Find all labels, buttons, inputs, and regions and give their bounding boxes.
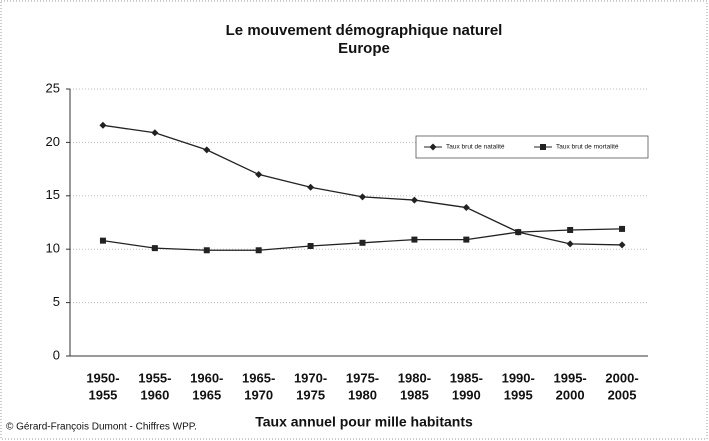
marker — [359, 239, 366, 246]
y-tick-label: 15 — [46, 187, 60, 202]
y-tick-label: 25 — [46, 80, 60, 95]
marker — [151, 129, 159, 137]
x-tick-label: 1970 — [244, 387, 273, 402]
legend-label: Taux brut de natalité — [446, 144, 505, 151]
marker — [411, 236, 418, 243]
marker — [307, 183, 315, 191]
x-tick-label: 1970- — [294, 370, 327, 385]
x-tick-label: 1980- — [398, 370, 431, 385]
x-tick-label: 1995 — [504, 387, 533, 402]
chart-subtitle: Europe — [338, 40, 390, 57]
marker — [463, 236, 470, 243]
x-tick-label: 2000- — [605, 370, 638, 385]
source: © Gérard-François Dumont - Chiffres WPP. — [6, 422, 197, 433]
y-tick-label: 0 — [53, 347, 60, 362]
x-axis-label: Taux annuel pour mille habitants — [255, 414, 473, 430]
marker — [618, 241, 626, 249]
marker — [203, 146, 211, 154]
y-tick-label: 10 — [46, 241, 60, 256]
x-tick-label: 1955- — [138, 370, 171, 385]
marker — [151, 245, 158, 252]
x-tick-label: 1955 — [88, 387, 117, 402]
x-tick-label: 2000 — [556, 387, 585, 402]
x-tick-label: 1990 — [452, 387, 481, 402]
y-tick-label: 20 — [46, 134, 60, 149]
marker — [515, 229, 522, 236]
x-tick-label: 1980 — [348, 387, 377, 402]
x-tick-label: 1995- — [554, 370, 587, 385]
x-tick-label: 2005 — [608, 387, 637, 402]
marker — [410, 196, 418, 204]
marker — [359, 193, 366, 201]
marker — [619, 225, 626, 232]
marker — [203, 247, 210, 254]
x-tick-label: 1960- — [190, 370, 223, 385]
marker — [540, 144, 546, 150]
y-tick-label: 5 — [53, 294, 60, 309]
x-tick-label: 1975- — [346, 370, 379, 385]
x-tick-label: 1985 — [400, 387, 429, 402]
x-tick-label: 1975 — [296, 387, 325, 402]
marker — [567, 226, 574, 233]
series-line — [102, 228, 623, 251]
marker — [99, 237, 106, 244]
x-tick-label: 1960 — [140, 387, 169, 402]
marker — [99, 121, 107, 129]
x-tick-label: 1985- — [450, 370, 483, 385]
legend-box — [415, 135, 649, 159]
chart-title: Le mouvement démographique naturel — [226, 22, 503, 39]
marker — [566, 240, 574, 248]
marker — [255, 170, 263, 178]
x-tick-label: 1950- — [86, 370, 119, 385]
marker — [462, 204, 470, 212]
legend-label: Taux brut de mortalité — [556, 144, 619, 151]
x-tick-label: 1965 — [192, 387, 221, 402]
marker — [307, 242, 314, 249]
marker — [255, 247, 262, 254]
x-tick-label: 1965- — [242, 370, 275, 385]
marker — [429, 143, 437, 151]
x-tick-label: 1990- — [502, 370, 535, 385]
